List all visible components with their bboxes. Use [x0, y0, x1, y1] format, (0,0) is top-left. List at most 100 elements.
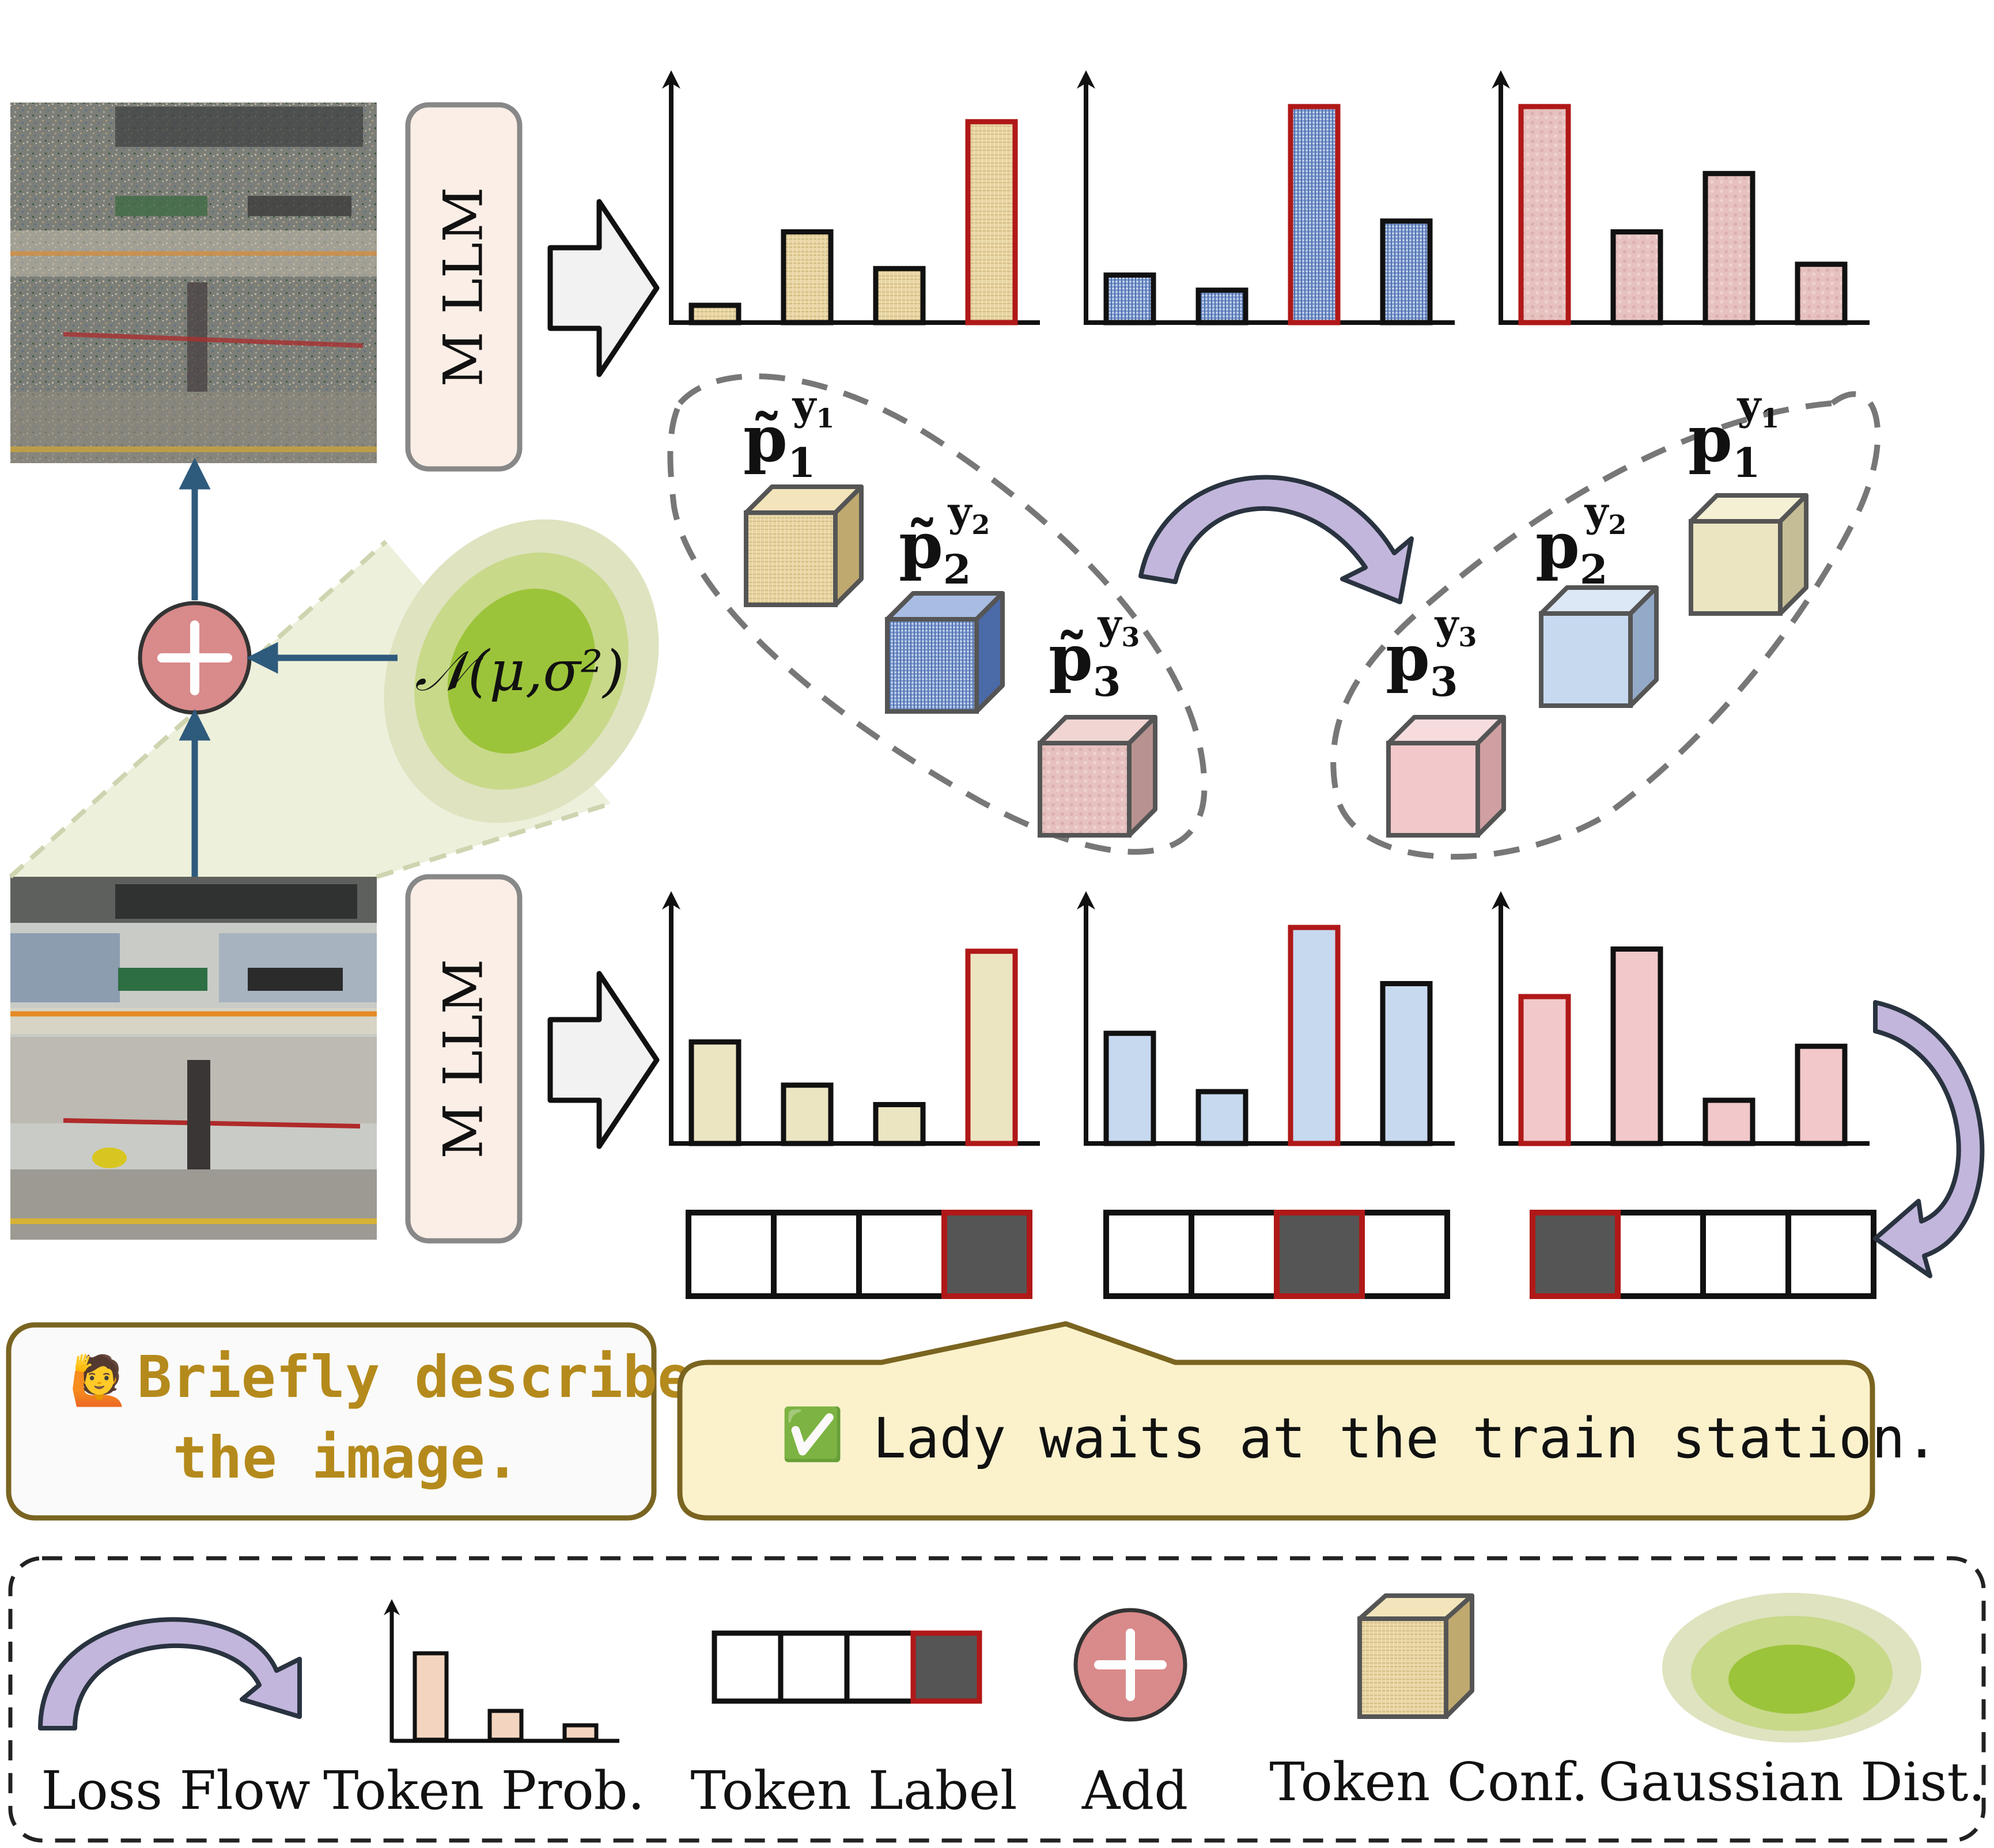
cube-front-face — [1386, 741, 1480, 838]
legend: Loss Flow Token Prob. Token Label Add — [8, 1556, 1986, 1843]
token-prob-charts — [662, 70, 1870, 1146]
legend-gaussian-icon — [1662, 1593, 1921, 1743]
cube-noisy-1 — [744, 484, 864, 607]
chart-bar — [1380, 981, 1433, 1146]
cube-noisy-3 — [1038, 715, 1157, 838]
answer-box: ✅ Lady waits at the train station. — [677, 1321, 1939, 1521]
prompt-box: 🙋 Briefly describe the image. — [6, 1322, 692, 1521]
cube-front-face — [1689, 519, 1783, 616]
forward-arrow-top — [547, 199, 660, 377]
mllm-block-bottom: M LLM — [405, 874, 523, 1244]
token-formula-clean-2: p2y2 — [1535, 488, 1626, 593]
chart-bar — [873, 266, 926, 325]
chart-bar — [1518, 104, 1571, 325]
token-cell-label — [1274, 1210, 1365, 1299]
token-prob-chart-clean-3 — [1492, 891, 1870, 1146]
token-prob-chart-noisy-2 — [1077, 70, 1455, 325]
token-cell — [1103, 1210, 1194, 1299]
legend-token-conf-icon — [1357, 1593, 1474, 1719]
legend-gaussian-label: Gaussian Dist. — [1598, 1751, 1985, 1813]
token-formula-clean-3: p3y3 — [1386, 600, 1477, 706]
mllm-label-bottom: M LLM — [433, 959, 495, 1158]
loss-flow-arrow-right — [1873, 1000, 1985, 1278]
token-cell — [1189, 1210, 1280, 1299]
chart-bar — [1795, 262, 1848, 325]
legend-loss-flow-label: Loss Flow — [41, 1760, 311, 1822]
chart-bar — [1610, 229, 1663, 325]
chart-bar — [1702, 171, 1755, 325]
token-conf-cubes — [744, 484, 1808, 838]
chart-bar — [1103, 1031, 1156, 1146]
token-prob-chart-noisy-3 — [1492, 70, 1870, 325]
legend-add-label: Add — [1081, 1760, 1188, 1822]
token-cell — [1615, 1210, 1706, 1299]
clean-input-image — [10, 877, 377, 1240]
chart-bar — [1795, 1043, 1848, 1146]
chart-bar — [1288, 925, 1341, 1146]
chart-bar — [688, 1039, 741, 1146]
legend-token-label-label: Token Label — [690, 1760, 1017, 1822]
token-formula-noisy-1: p̃1y1 — [743, 381, 834, 487]
prompt-emoji: 🙋 — [69, 1352, 130, 1408]
token-prob-chart-noisy-1 — [662, 70, 1040, 325]
legend-plus-icon — [1094, 1629, 1167, 1701]
gaussian-label: 𝒩(μ,σ²) — [415, 639, 625, 703]
token-cell-label — [1530, 1210, 1621, 1299]
chart-bar — [1380, 218, 1433, 325]
answer-check-icon: ✅ — [781, 1404, 844, 1464]
cube-clean-3 — [1386, 715, 1506, 838]
chart-bar — [1610, 946, 1663, 1146]
legend-token-prob-label: Token Prob. — [323, 1760, 645, 1822]
plus-icon — [157, 620, 232, 695]
token-label-strips — [686, 1210, 1876, 1299]
cube-clean-2 — [1539, 585, 1659, 708]
token-formulas: p̃1y1 p̃2y2 p̃3y3 p1y1 p2y2 p3y3 — [743, 381, 1779, 706]
chart-bar — [781, 229, 834, 325]
token-formula-noisy-3: p̃3y3 — [1049, 600, 1140, 706]
cube-front-face — [1539, 611, 1633, 708]
chart-bar — [1195, 1089, 1248, 1146]
token-cell — [1359, 1210, 1450, 1299]
token-cell — [1700, 1210, 1791, 1299]
cube-noisy-2 — [885, 591, 1005, 714]
mllm-label-top: M LLM — [433, 187, 495, 387]
cube-front-face — [1038, 741, 1132, 838]
legend-token-prob-icon — [384, 1599, 619, 1743]
cube-front-face — [744, 510, 838, 607]
chart-bar — [688, 302, 741, 325]
prompt-line1: Briefly describe — [137, 1343, 692, 1411]
chart-bar — [965, 119, 1018, 325]
prompt-line2: the image. — [173, 1424, 520, 1491]
loss-flow-arrow — [1138, 475, 1414, 604]
chart-bar — [1288, 104, 1341, 325]
chart-bar — [1518, 994, 1571, 1146]
legend-token-conf-label: Token Conf. — [1269, 1751, 1588, 1813]
cube-front-face — [885, 617, 979, 714]
noisy-input-image — [10, 103, 377, 463]
noisy-token-group — [667, 373, 1208, 855]
chart-bar — [873, 1102, 926, 1146]
mllm-block-top: M LLM — [405, 102, 523, 472]
token-label-strip-3 — [1530, 1210, 1876, 1299]
token-cell — [856, 1210, 947, 1299]
chart-bar — [1103, 272, 1156, 325]
cube-clean-1 — [1689, 493, 1808, 616]
token-label-strip-1 — [686, 1210, 1032, 1299]
chart-bar — [965, 948, 1018, 1146]
token-cell — [1785, 1210, 1876, 1299]
forward-arrow-bottom — [547, 971, 660, 1149]
token-formula-clean-1: p1y1 — [1688, 381, 1779, 487]
token-label-strip-2 — [1103, 1210, 1450, 1299]
token-prob-chart-clean-2 — [1077, 891, 1455, 1146]
token-cell — [686, 1210, 777, 1299]
token-cell-label — [941, 1210, 1032, 1299]
gaussian-projection — [9, 519, 659, 879]
chart-bar — [1702, 1097, 1755, 1146]
token-prob-chart-clean-1 — [662, 891, 1040, 1146]
chart-bar — [1195, 287, 1248, 325]
answer-text: Lady waits at the train station. — [873, 1406, 1939, 1471]
chart-bar — [781, 1082, 834, 1146]
legend-token-label-icon — [712, 1630, 982, 1704]
token-cell — [771, 1210, 862, 1299]
